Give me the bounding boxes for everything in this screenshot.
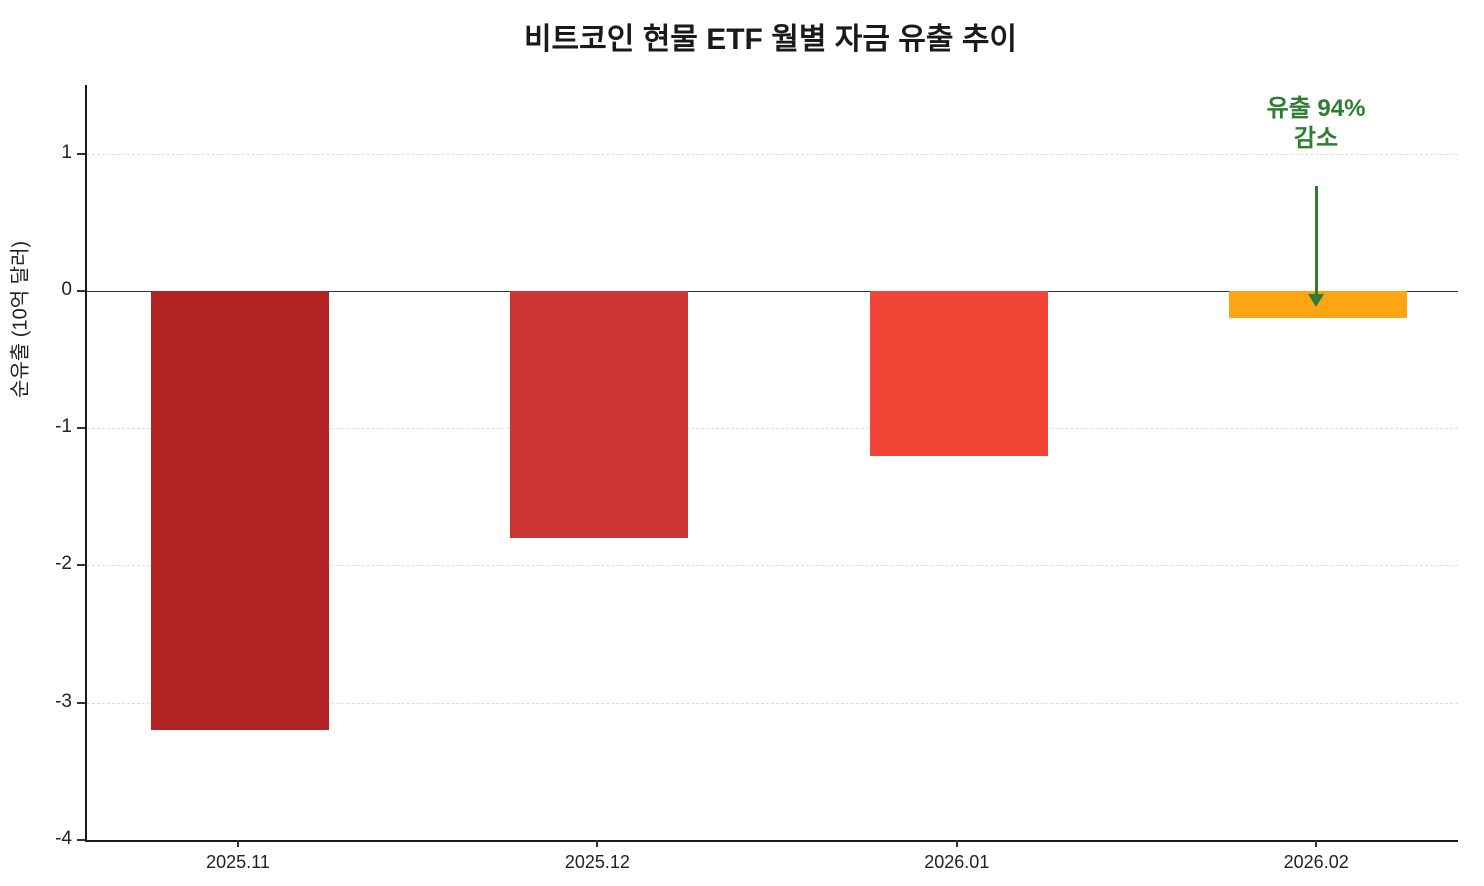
bar-2026.01 [869,290,1048,456]
x-tick-label: 2025.11 [206,852,270,872]
x-tick-mark [955,840,958,847]
annotation-line1: 유출 94% [1266,95,1366,122]
gridline-y--1 [87,428,1458,430]
annotation-text: 유출 94% 감소 [1267,94,1366,154]
bar-2025.11 [151,290,329,731]
y-tick-label: -4 [55,828,72,849]
y-tick-label: -2 [55,553,72,575]
y-tick-mark [77,564,85,567]
y-tick-label: -1 [55,416,72,438]
y-tick-mark [77,427,85,430]
bar-2025.12 [510,290,689,538]
gridline-y-1 [87,153,1458,155]
plot-area [85,85,1458,842]
x-tick-mark [1315,840,1318,847]
y-tick-mark [77,289,85,292]
x-tick-label: 2026.02 [1283,852,1349,872]
y-tick-label: 0 [61,278,72,300]
annotation-down-arrow-icon [1308,294,1325,307]
x-tick-mark [596,840,599,847]
x-tick-label: 2026.01 [924,852,990,872]
x-tick-label: 2025.12 [564,852,630,872]
chart-title: 비트코인 현물 ETF 월별 자금 유출 추이 [523,23,1018,56]
annotation-line2: 감소 [1293,125,1339,152]
y-tick-mark [77,839,85,841]
gridline-y--2 [87,565,1458,567]
x-tick-mark [237,840,239,847]
y-tick-mark [77,701,85,704]
y-axis-label: 순유출 (10억 달러) [9,240,32,398]
annotation-arrow-line [1314,186,1318,296]
y-tick-label: -3 [55,690,72,712]
gridline-y--3 [87,702,1458,704]
y-tick-label: 1 [61,141,72,163]
y-tick-mark [77,152,85,155]
zero-line [87,290,1458,292]
